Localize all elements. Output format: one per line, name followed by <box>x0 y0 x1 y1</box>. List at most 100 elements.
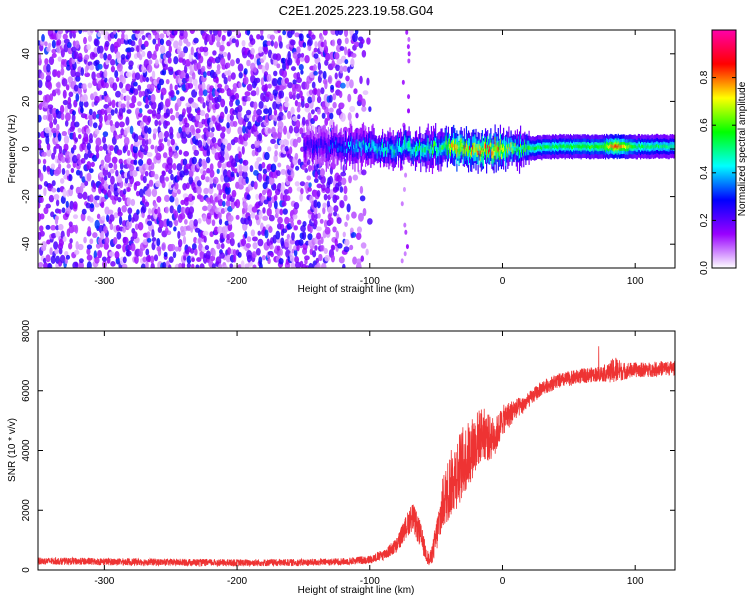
spectrogram-cell <box>400 258 404 264</box>
spectrogram-cell <box>87 226 91 235</box>
spectrogram-cell <box>407 58 411 64</box>
spectrogram-cell <box>265 91 272 98</box>
spectrogram-cell <box>620 144 623 149</box>
spectrogram-cell <box>659 145 661 149</box>
spectrogram-cell <box>300 52 305 58</box>
spectrogram-cell <box>220 207 226 215</box>
spectrogram-cell <box>38 158 41 165</box>
spectrogram-cell <box>209 30 213 35</box>
spectrogram-cell <box>118 121 125 128</box>
spectrogram-cell <box>354 148 356 154</box>
spectrogram-cell <box>103 69 108 79</box>
spectrogram-cell <box>448 144 451 149</box>
spectrogram-cell <box>489 146 491 153</box>
spectrogram-cell <box>325 186 331 194</box>
spectrogram-cell <box>263 71 269 78</box>
spectrogram-cell <box>56 123 60 132</box>
spectrogram-cell <box>83 152 89 160</box>
spectrogram-cell <box>86 261 92 268</box>
spectrogram-cell <box>478 144 480 150</box>
spectrogram-cell <box>284 96 289 103</box>
spectrogram-cell <box>42 158 47 165</box>
spectrogram-cell <box>305 146 307 151</box>
spectrogram-cell <box>576 144 578 149</box>
spectrogram-cell <box>131 95 137 104</box>
spectrogram-cell <box>196 133 201 139</box>
spectrogram-cell <box>614 144 616 148</box>
spectrogram-cell <box>337 181 342 187</box>
spectrogram-cell <box>112 82 118 92</box>
spectrogram-cell <box>88 133 93 141</box>
spectrogram-cell <box>242 159 249 166</box>
spectrogram-cell <box>320 244 325 252</box>
spectrogram-cell <box>56 70 61 78</box>
spectrogram-cell <box>153 254 159 262</box>
spectrogram-cell <box>526 144 528 150</box>
spectrogram-cell <box>317 62 322 71</box>
spectrogram-cell <box>472 145 474 150</box>
spectrogram-cell <box>151 188 158 198</box>
spectrogram-cell <box>179 212 186 220</box>
spectrogram-cell <box>185 182 190 189</box>
spectrogram-cell <box>333 211 338 217</box>
spectrogram-cell <box>141 34 146 41</box>
spectrogram-cell <box>157 37 162 47</box>
spectrogram-cell <box>45 135 50 145</box>
spectrogram-cell <box>188 76 193 84</box>
spectrogram-cell <box>361 98 366 107</box>
spectrogram-cell <box>91 101 95 108</box>
spectrogram-cell <box>344 37 349 45</box>
spectrogram-cell <box>179 50 186 58</box>
spectrogram-y-tick-label: 0 <box>21 146 32 152</box>
spectrogram-cell <box>273 200 278 210</box>
spectrogram-cell <box>408 142 410 147</box>
spectrogram-cell <box>109 223 114 231</box>
spectrogram-cell <box>278 257 284 265</box>
spectrogram-cell <box>108 251 115 257</box>
spectrogram-cell <box>323 140 325 146</box>
spectrogram-cell <box>56 88 61 96</box>
spectrogram-cell <box>235 198 241 209</box>
spectrogram-cell <box>154 119 159 127</box>
spectrogram-cell <box>328 94 333 103</box>
spectrogram-cell <box>174 197 179 207</box>
spectrogram-cell <box>257 238 264 247</box>
spectrogram-cell <box>290 106 295 115</box>
figure-title: C2E1.2025.223.19.58.G04 <box>279 3 434 18</box>
spectrogram-cell <box>193 103 199 109</box>
spectrogram-cell <box>218 263 223 268</box>
spectrogram-cell <box>469 145 471 150</box>
spectrogram-cell <box>590 145 592 150</box>
spectrogram-cell <box>337 242 343 249</box>
spectrogram-cell <box>154 173 159 180</box>
spectrogram-cell <box>463 145 465 150</box>
spectrogram-cell <box>279 139 285 145</box>
spectrogram-cell <box>219 252 225 259</box>
spectrogram-cell <box>195 264 200 268</box>
snr-x-tick-label: -200 <box>227 576 247 587</box>
spectrogram-cell <box>53 118 58 125</box>
spectrogram-cell <box>104 40 110 48</box>
spectrogram-cell <box>160 87 167 96</box>
spectrogram-cell <box>350 141 352 147</box>
spectrogram-cell <box>170 89 175 98</box>
spectrogram-cell <box>297 114 301 120</box>
spectrogram-cell <box>378 146 380 151</box>
spectrogram-cell <box>332 142 334 149</box>
spectrogram-cell <box>129 125 134 135</box>
spectrogram-cell <box>322 70 327 80</box>
spectrogram-cell <box>365 248 369 256</box>
spectrogram-cell <box>46 46 51 52</box>
spectrogram-cell <box>262 182 268 190</box>
spectrogram-cell <box>67 96 72 105</box>
spectrogram-cell <box>102 136 107 144</box>
spectrogram-cell <box>41 34 45 42</box>
spectrogram-cell <box>39 225 44 232</box>
spectrogram-cell <box>55 143 61 149</box>
spectrogram-cell <box>556 145 558 149</box>
spectrogram-cell <box>336 217 342 225</box>
spectrogram-cell <box>279 208 284 216</box>
spectrogram-cell <box>635 145 637 150</box>
spectrogram-cell <box>46 239 51 245</box>
spectrogram-cell <box>39 213 45 220</box>
